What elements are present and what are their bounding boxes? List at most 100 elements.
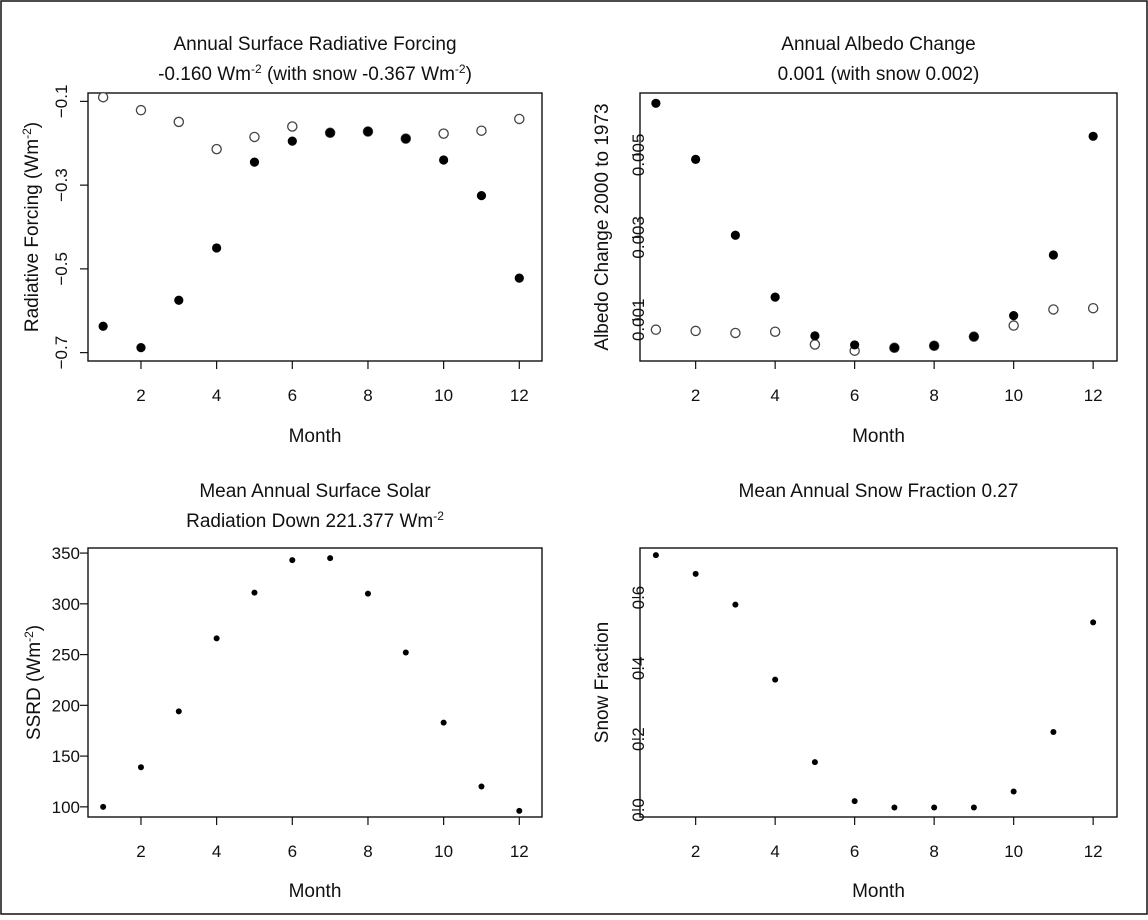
data-point xyxy=(212,243,222,253)
panel-4: Mean Annual Snow Fraction 0.27 2 4 6 8 10 12 0.… xyxy=(592,481,1118,902)
y-axis-title-segment: Snow Fraction xyxy=(592,622,613,743)
panel-1: Annual Surface Radiative Forcing -0.160 W… xyxy=(20,34,543,447)
panel-2: Annual Albedo Change 0.001 (with snow 0.0… xyxy=(592,34,1118,447)
data-point xyxy=(1009,311,1019,321)
x-tick-label: 12 xyxy=(1084,386,1103,405)
data-point xyxy=(174,295,184,305)
data-point xyxy=(810,331,820,341)
data-point xyxy=(889,343,900,353)
series-2 xyxy=(98,126,524,353)
series-2 xyxy=(651,98,1098,353)
data-point xyxy=(249,131,260,143)
data-point xyxy=(363,126,373,137)
data-point xyxy=(1090,619,1097,626)
chart-title-line-2: 0.001 (with snow 0.002) xyxy=(778,64,980,85)
series-1 xyxy=(100,555,523,814)
y-tick-label: 100 xyxy=(52,798,80,817)
data-point xyxy=(175,708,182,715)
data-point xyxy=(251,589,258,596)
x-tick-label: 4 xyxy=(770,842,779,861)
data-point xyxy=(970,804,977,811)
data-point xyxy=(652,552,659,559)
chart-title-line-2: Radiation Down 221.377 Wm-2 xyxy=(186,509,444,532)
data-point xyxy=(137,764,144,771)
x-tick-label: 12 xyxy=(510,842,529,861)
data-point xyxy=(891,804,898,811)
series-1 xyxy=(97,91,525,155)
data-point xyxy=(402,649,409,656)
data-point xyxy=(325,128,335,138)
y-axis-title: Albedo Change 2000 to 1973 xyxy=(592,103,613,350)
data-point xyxy=(1048,250,1058,260)
data-point xyxy=(514,113,525,125)
x-axis-title: Month xyxy=(289,426,342,447)
chart-title-line-2: -0.160 Wm-2 (with snow -0.367 Wm-2) xyxy=(158,62,472,85)
charts-layer: Annual Surface Radiative Forcing -0.160 W… xyxy=(20,34,1118,902)
y-tick-label: 0.2 xyxy=(629,727,648,751)
data-point xyxy=(730,327,741,339)
y-tick-label: 0.001 xyxy=(629,298,648,341)
data-point xyxy=(1010,788,1017,795)
y-tick-label: 200 xyxy=(52,696,80,715)
data-point xyxy=(211,143,222,155)
y-tick-label: −0.7 xyxy=(52,336,71,370)
data-point xyxy=(476,125,487,136)
x-tick-label: 10 xyxy=(1004,386,1023,405)
data-point xyxy=(438,128,449,139)
data-point xyxy=(173,116,185,128)
y-axis-title-superscript: -2 xyxy=(20,128,34,139)
y-tick-label: 0.4 xyxy=(629,657,648,681)
data-point xyxy=(811,759,818,766)
data-point xyxy=(969,332,979,342)
data-point xyxy=(769,326,781,337)
data-point xyxy=(650,324,662,335)
x-tick-label: 10 xyxy=(1004,842,1023,861)
x-axis-title: Month xyxy=(289,881,342,902)
plot-frame xyxy=(87,92,543,362)
data-point xyxy=(364,590,371,597)
y-axis-title: Snow Fraction xyxy=(592,622,613,743)
x-tick-label: 2 xyxy=(136,386,145,405)
data-point xyxy=(516,807,523,814)
y-axis-title-segment: Radiative Forcing (Wm xyxy=(22,139,43,332)
x-tick-label: 12 xyxy=(1084,842,1103,861)
chart-title-line-2-segment: (with snow -0.367 Wm xyxy=(262,64,455,85)
x-tick-label: 8 xyxy=(929,842,938,861)
y-axis-title: Radiative Forcing (Wm-2) xyxy=(20,122,43,332)
x-tick-label: 6 xyxy=(850,386,859,405)
y-tick-label: −0.1 xyxy=(52,85,71,119)
data-point xyxy=(851,798,858,805)
x-tick-label: 8 xyxy=(363,842,372,861)
data-point xyxy=(401,134,411,144)
y-axis-title: SSRD (Wm-2) xyxy=(22,625,45,740)
data-point xyxy=(440,719,447,726)
data-point xyxy=(100,803,107,810)
data-point xyxy=(691,154,701,164)
data-point xyxy=(730,230,741,240)
plot-frame xyxy=(639,92,1118,362)
y-axis-title-segment: ) xyxy=(24,625,45,631)
data-point xyxy=(1088,131,1098,141)
x-tick-label: 4 xyxy=(770,386,779,405)
y-tick-label: −0.5 xyxy=(52,252,71,286)
chart-title-line-1-segment: Mean Annual Snow Fraction 0.27 xyxy=(739,481,1019,502)
chart-title-line-2-superscript: -2 xyxy=(433,509,444,523)
data-point xyxy=(287,121,298,132)
data-point xyxy=(1008,320,1019,331)
x-tick-label: 12 xyxy=(510,386,529,405)
data-point xyxy=(1050,729,1057,736)
y-tick-label: 350 xyxy=(52,544,80,563)
x-tick-label: 4 xyxy=(212,842,221,861)
x-axis-title: Month xyxy=(852,426,905,447)
data-point xyxy=(732,601,739,608)
data-point xyxy=(692,570,699,577)
chart-title-line-1-segment: Annual Albedo Change xyxy=(781,34,975,55)
chart-title-line-1: Mean Annual Snow Fraction 0.27 xyxy=(739,481,1019,502)
data-point xyxy=(135,104,147,116)
x-axis-title: Month xyxy=(852,881,905,902)
panel-3: Mean Annual Surface Solar Radiation Down … xyxy=(22,481,543,902)
y-axis-title-superscript: -2 xyxy=(22,631,36,642)
data-point xyxy=(249,157,260,167)
